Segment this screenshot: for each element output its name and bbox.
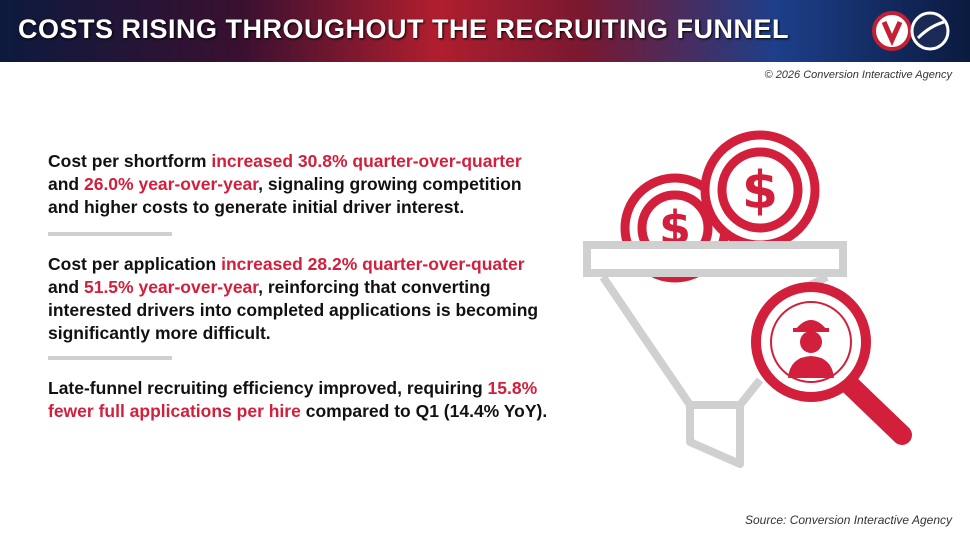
- svg-text:$: $: [659, 201, 691, 255]
- text-run: Late-funnel recruiting efficiency improv…: [48, 378, 488, 398]
- text-run: Cost per shortform: [48, 151, 212, 171]
- paragraph: Cost per shortform increased 30.8% quart…: [48, 150, 553, 219]
- header: COSTS RISING THROUGHOUT THE RECRUITING F…: [0, 0, 970, 62]
- paragraph: Cost per application increased 28.2% qua…: [48, 253, 553, 345]
- source-note: Source: Conversion Interactive Agency: [745, 513, 952, 527]
- copyright: © 2026 Conversion Interactive Agency: [764, 69, 952, 81]
- text-run: , signaling growing competition and high…: [48, 174, 522, 217]
- paragraph: Late-funnel recruiting efficiency improv…: [48, 377, 553, 423]
- text-run: 15.8% fewer full applications per hire: [48, 378, 538, 421]
- text-run: compared to Q1 (14.4% YoY).: [300, 401, 548, 421]
- text-run: 51.5% year-over-year: [83, 277, 259, 297]
- separator: [48, 356, 172, 360]
- text-run: , reinforcing that converting interested…: [48, 277, 539, 343]
- text-run: Cost per application: [48, 254, 222, 274]
- text-run: 26.0% year-over-year: [83, 174, 259, 194]
- text-run: increased 28.2% quarter-over-quater: [221, 254, 525, 274]
- svg-text:$: $: [742, 161, 778, 221]
- separator: [48, 232, 172, 236]
- text-run: increased 30.8% quarter-over-quarter: [211, 151, 522, 171]
- text-run: and: [48, 174, 84, 194]
- text-run: and: [48, 277, 84, 297]
- header-title: COSTS RISING THROUGHOUT THE RECRUITING F…: [18, 14, 789, 44]
- logo: [872, 11, 950, 51]
